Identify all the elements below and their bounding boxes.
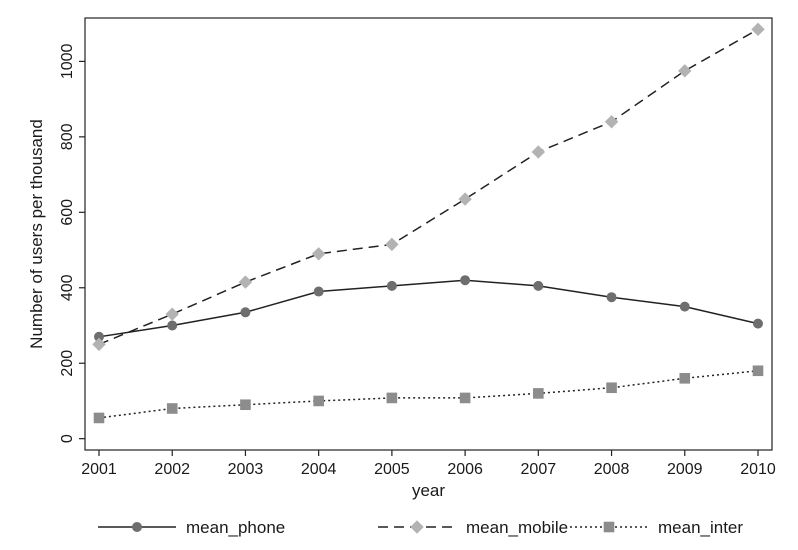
- x-tick-label: 2007: [521, 461, 557, 478]
- data-point-mean_mobile: [458, 192, 472, 206]
- data-point-mean_mobile: [165, 307, 179, 321]
- data-point-mean_inter: [679, 373, 691, 384]
- y-tick-label: 400: [59, 274, 76, 301]
- legend: mean_phone mean_mobile mean_inter: [98, 518, 743, 537]
- data-point-mean_inter: [752, 365, 764, 377]
- legend-item-mean_mobile: mean_mobile: [378, 518, 568, 537]
- data-point-mean_mobile: [678, 64, 692, 78]
- data-point-mean_inter: [533, 388, 544, 399]
- data-point-mean_inter: [93, 412, 105, 424]
- legend-label: mean_mobile: [466, 518, 568, 537]
- data-point-mean_phone: [240, 307, 251, 318]
- y-axis: 0 200 400 600 800 1000: [59, 43, 85, 443]
- series-line-mean_mobile: [98, 28, 759, 346]
- data-point-mean_inter: [166, 403, 178, 414]
- data-point-mean_phone: [753, 318, 763, 329]
- x-tick-label: 2008: [594, 461, 630, 478]
- data-point-mean_phone: [313, 286, 324, 297]
- series-line-mean_inter: [98, 370, 759, 419]
- x-tick-label: 2006: [447, 461, 483, 478]
- y-tick-label: 800: [59, 123, 76, 150]
- legend-marker: [132, 522, 142, 532]
- data-point-mean_inter: [386, 392, 398, 404]
- data-point-mean_inter: [459, 392, 471, 404]
- x-axis-title: year: [412, 481, 445, 500]
- data-point-mean_phone: [606, 292, 617, 303]
- legend-marker: [603, 521, 615, 533]
- x-axis: 2001 2002 2003 2004 2005 2006 2007 2008 2009 2010: [81, 450, 776, 478]
- plot-frame: [84, 17, 773, 451]
- data-point-mean_inter: [240, 399, 251, 411]
- data-point-mean_inter: [313, 395, 324, 407]
- data-point-mean_mobile: [604, 115, 619, 129]
- data-point-mean_mobile: [92, 337, 106, 352]
- data-point-mean_mobile: [751, 22, 765, 37]
- x-tick-label: 2005: [374, 461, 410, 478]
- data-point-mean_mobile: [385, 237, 399, 252]
- series-mean_mobile: [92, 22, 765, 352]
- data-point-mean_mobile: [238, 275, 253, 289]
- legend-item-mean_inter: mean_inter: [570, 518, 743, 537]
- y-tick-label: 0: [59, 434, 76, 443]
- data-point-mean_phone: [167, 320, 178, 331]
- series-line-mean_phone: [98, 279, 759, 338]
- x-tick-label: 2001: [81, 461, 117, 478]
- data-point-mean_inter: [606, 382, 617, 394]
- series-layer: [92, 22, 765, 424]
- data-point-mean_phone: [386, 280, 397, 291]
- y-tick-label: 1000: [59, 43, 76, 79]
- legend-item-mean_phone: mean_phone: [98, 518, 285, 537]
- x-tick-label: 2004: [301, 461, 337, 478]
- y-axis-title: Number of users per thousand: [27, 119, 46, 349]
- y-tick-label: 600: [59, 199, 76, 226]
- legend-label: mean_inter: [658, 518, 743, 537]
- data-point-mean_phone: [460, 275, 471, 286]
- data-point-mean_phone: [679, 301, 690, 312]
- series-mean_phone: [94, 275, 763, 342]
- legend-marker: [410, 520, 424, 534]
- x-tick-label: 2009: [667, 461, 703, 478]
- x-tick-label: 2003: [228, 461, 264, 478]
- x-tick-label: 2010: [740, 461, 776, 478]
- series-mean_inter: [93, 365, 764, 424]
- data-point-mean_mobile: [311, 247, 326, 261]
- data-point-mean_phone: [533, 280, 544, 291]
- legend-label: mean_phone: [186, 518, 285, 537]
- y-tick-label: 200: [59, 350, 76, 377]
- data-point-mean_mobile: [531, 145, 546, 159]
- x-tick-label: 2002: [154, 461, 190, 478]
